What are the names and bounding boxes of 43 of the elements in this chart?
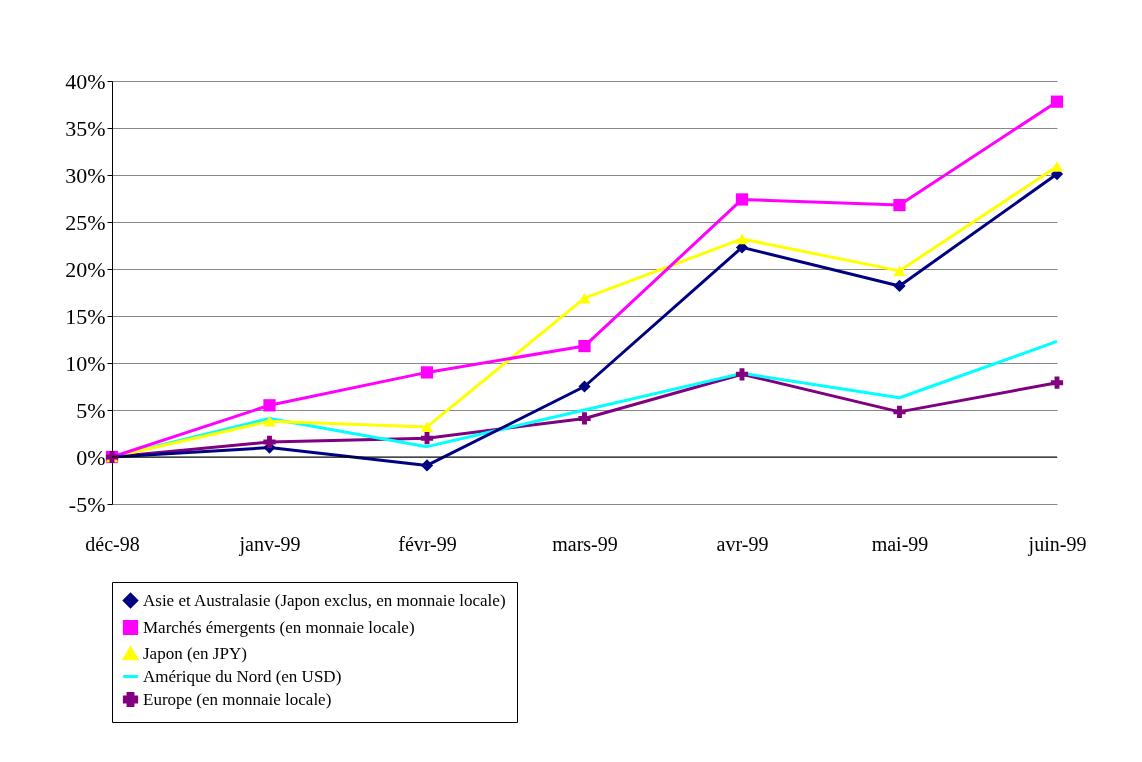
point (578, 339, 591, 353)
point (893, 279, 906, 293)
legend-label: Marchés émergents (en monnaie locale) (143, 617, 415, 637)
y-tick-label: 10% (65, 350, 106, 376)
y-tick-label: 30% (65, 162, 106, 188)
legend-label: Europe (en monnaie locale) (143, 689, 332, 709)
point (893, 405, 906, 418)
point (578, 292, 591, 304)
y-tick-label: 25% (65, 209, 106, 235)
point (1050, 95, 1064, 108)
point (578, 380, 591, 393)
point (735, 368, 749, 381)
y-tick-label: 40% (65, 68, 106, 94)
point (735, 193, 749, 206)
point (263, 399, 276, 412)
point (735, 233, 749, 245)
legend-label: Amérique du Nord (en USD) (143, 666, 342, 686)
point (420, 421, 434, 433)
point (1050, 161, 1064, 172)
point (420, 432, 434, 445)
point (263, 415, 276, 427)
point (263, 435, 276, 449)
y-tick-label: 5% (76, 397, 106, 423)
y-tick-label: 15% (65, 303, 106, 329)
y-tick-label: 0% (76, 444, 106, 470)
y-tick-label: 35% (65, 115, 106, 141)
point (893, 265, 906, 277)
x-tick-label: janv-99 (238, 532, 301, 556)
point (420, 459, 434, 472)
x-tick-label: avr-99 (716, 532, 769, 555)
point (893, 198, 906, 212)
y-tick-label: -5% (68, 491, 106, 517)
point (420, 366, 434, 379)
x-tick-label: mars-99 (552, 532, 618, 555)
point (578, 412, 591, 425)
x-tick-label: déc-98 (85, 532, 140, 555)
x-tick-label: juin-99 (1027, 532, 1087, 556)
point (1050, 376, 1064, 389)
y-tick-label: 20% (65, 256, 106, 282)
x-tick-label: mai-99 (871, 532, 929, 555)
x-tick-label: févr-99 (398, 532, 457, 555)
legend-label: Asie et Australasie (Japon exclus, en monnaie locale) (143, 590, 506, 610)
legend-label: Japon (en JPY) (143, 643, 247, 663)
